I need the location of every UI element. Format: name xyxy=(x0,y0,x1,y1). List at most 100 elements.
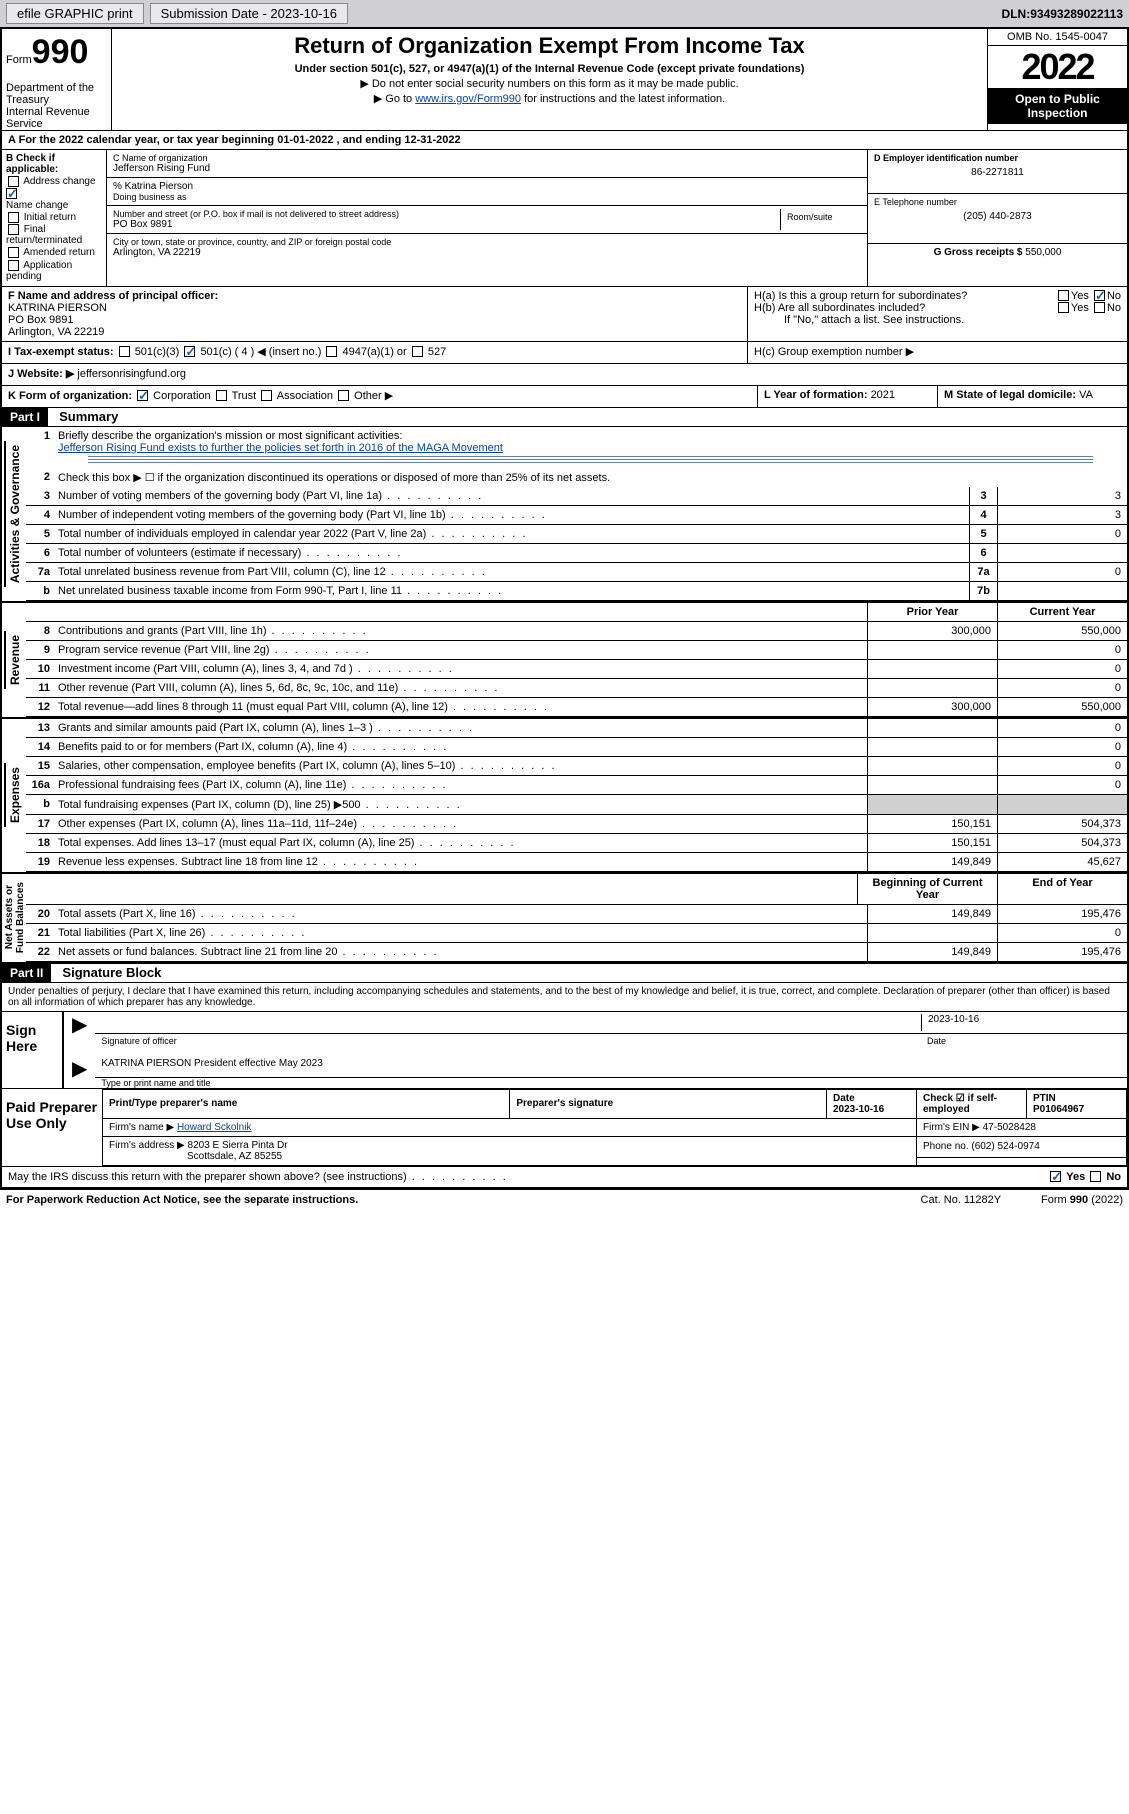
k-opt3: Other ▶ xyxy=(354,390,393,402)
period-row: A For the 2022 calendar year, or tax yea… xyxy=(2,131,1127,150)
subdate-btn[interactable]: Submission Date - 2023-10-16 xyxy=(150,3,348,24)
i-opt2: 4947(a)(1) or xyxy=(343,346,407,358)
table-row: 10Investment income (Part VIII, column (… xyxy=(26,660,1127,679)
penalty-text: Under penalties of perjury, I declare th… xyxy=(2,983,1127,1012)
discuss-no[interactable] xyxy=(1090,1171,1101,1182)
table-row: 12Total revenue—add lines 8 through 11 (… xyxy=(26,698,1127,717)
subdate: 2023-10-16 xyxy=(270,6,337,21)
dept-label: Department of the Treasury Internal Reve… xyxy=(6,82,107,130)
efile-btn[interactable]: efile GRAPHIC print xyxy=(6,3,144,24)
form-footer: Form 990 (2022) xyxy=(1041,1194,1123,1206)
table-row: 3Number of voting members of the governi… xyxy=(26,487,1127,506)
part1-hdr: Part I xyxy=(2,408,48,426)
chk-initial[interactable] xyxy=(8,212,19,223)
section-revenue: Revenue Prior YearCurrent Year 8Contribu… xyxy=(2,603,1127,719)
table-row: 13Grants and similar amounts paid (Part … xyxy=(26,719,1127,738)
paid-prep-label: Paid Preparer Use Only xyxy=(2,1089,102,1166)
k-trust[interactable] xyxy=(216,390,227,401)
chk-final[interactable] xyxy=(8,224,19,235)
officer-addr2: Arlington, VA 22219 xyxy=(8,326,104,338)
k-other[interactable] xyxy=(338,390,349,401)
boy-hdr: Beginning of Current Year xyxy=(857,874,997,904)
firm-ein: 47-5028428 xyxy=(983,1122,1036,1133)
irs-link[interactable]: www.irs.gov/Form990 xyxy=(415,93,521,105)
i-501c[interactable] xyxy=(184,346,195,357)
firm-addr-lbl: Firm's address ▶ xyxy=(109,1140,188,1151)
chk-amended[interactable] xyxy=(8,247,19,258)
no-lbl2: No xyxy=(1107,302,1121,314)
eoy-hdr: End of Year xyxy=(997,874,1127,904)
subdate-label: Submission Date - xyxy=(161,6,271,21)
i-4947[interactable] xyxy=(326,346,337,357)
paid-preparer-block: Paid Preparer Use Only Print/Type prepar… xyxy=(2,1089,1127,1167)
firm-name[interactable]: Howard Sckolnik xyxy=(177,1122,251,1133)
discuss-text: May the IRS discuss this return with the… xyxy=(8,1171,508,1183)
chk-pending[interactable] xyxy=(8,260,19,271)
firm-ein-lbl: Firm's EIN ▶ xyxy=(923,1122,983,1133)
part2-title: Signature Block xyxy=(54,965,161,980)
table-row: 7aTotal unrelated business revenue from … xyxy=(26,563,1127,582)
i-527[interactable] xyxy=(412,346,423,357)
ptin: P01064967 xyxy=(1033,1104,1084,1115)
part2-hdr: Part II xyxy=(2,964,51,982)
omb-number: OMB No. 1545-0047 xyxy=(988,29,1127,46)
city: Arlington, VA 22219 xyxy=(113,247,861,258)
opt-initial: Initial return xyxy=(24,212,76,223)
hb-yes[interactable] xyxy=(1058,302,1069,313)
prep-h2: Date xyxy=(833,1093,855,1104)
dba-label: Doing business as xyxy=(113,192,861,202)
k-opt2: Association xyxy=(277,390,333,402)
no-lbl: No xyxy=(1107,290,1121,302)
mission-text[interactable]: Jefferson Rising Fund exists to further … xyxy=(58,442,503,454)
opt-address: Address change xyxy=(23,176,95,187)
block-d: D Employer identification number 86-2271… xyxy=(867,150,1127,286)
discuss-yes[interactable] xyxy=(1050,1171,1061,1182)
sig-officer-lbl: Signature of officer xyxy=(101,1036,921,1054)
block-k-label: K Form of organization: xyxy=(8,390,132,402)
gross: 550,000 xyxy=(1025,247,1061,258)
table-row: 5Total number of individuals employed in… xyxy=(26,525,1127,544)
ha-yes[interactable] xyxy=(1058,290,1069,301)
dln-label: DLN: xyxy=(1002,7,1031,21)
prep-h1: Preparer's signature xyxy=(510,1089,827,1118)
section-netassets: Net Assets or Fund Balances Beginning of… xyxy=(2,874,1127,964)
open-inspection: Open to Public Inspection xyxy=(988,88,1127,124)
note-goto-post: for instructions and the latest informat… xyxy=(524,93,725,105)
hb-note: If "No," attach a list. See instructions… xyxy=(754,314,1121,326)
opt-amended: Amended return xyxy=(23,248,95,259)
k-assoc[interactable] xyxy=(261,390,272,401)
block-b: B Check if applicable: Address change Na… xyxy=(2,150,107,286)
org-name-label: C Name of organization xyxy=(113,153,861,163)
officer-name: KATRINA PIERSON xyxy=(8,302,107,314)
tax-year: 2022 xyxy=(988,46,1127,88)
ha-no[interactable] xyxy=(1094,290,1105,301)
prep-h0: Print/Type preparer's name xyxy=(103,1089,510,1118)
table-row: bTotal fundraising expenses (Part IX, co… xyxy=(26,795,1127,815)
i-501c3[interactable] xyxy=(119,346,130,357)
block-b-hdr: B Check if applicable: xyxy=(6,153,102,175)
tel: (205) 440-2873 xyxy=(874,211,1121,222)
prep-h3: Check ☑ if self-employed xyxy=(917,1089,1027,1118)
part1-title: Summary xyxy=(51,409,118,424)
entity-block: B Check if applicable: Address change Na… xyxy=(2,150,1127,287)
chk-namechange[interactable] xyxy=(6,188,17,199)
phone-lbl: Phone no. xyxy=(923,1141,971,1152)
room-label: Room/suite xyxy=(787,212,855,222)
phone: (602) 524-0974 xyxy=(971,1141,1039,1152)
i-opt1: 501(c) ( 4 ) ◀ (insert no.) xyxy=(200,346,321,358)
pra-notice: For Paperwork Reduction Act Notice, see … xyxy=(6,1194,358,1206)
ha-label: H(a) Is this a group return for subordin… xyxy=(754,290,1056,302)
officer-printed-name: KATRINA PIERSON President effective May … xyxy=(95,1056,1127,1078)
pct-name: % Katrina Pierson xyxy=(113,181,861,192)
sig-date: 2023-10-16 xyxy=(921,1014,1121,1031)
table-row: 8Contributions and grants (Part VIII, li… xyxy=(26,622,1127,641)
table-row: 21Total liabilities (Part X, line 26)0 xyxy=(26,924,1127,943)
k-corp[interactable] xyxy=(137,390,148,401)
domicile: VA xyxy=(1079,389,1093,401)
footer: For Paperwork Reduction Act Notice, see … xyxy=(0,1190,1129,1210)
hb-no[interactable] xyxy=(1094,302,1105,313)
discuss-yes-lbl: Yes xyxy=(1066,1171,1085,1183)
yes-lbl: Yes xyxy=(1071,290,1089,302)
l2-text: Check this box ▶ ☐ if the organization d… xyxy=(54,468,1127,487)
i-opt3: 527 xyxy=(428,346,446,358)
